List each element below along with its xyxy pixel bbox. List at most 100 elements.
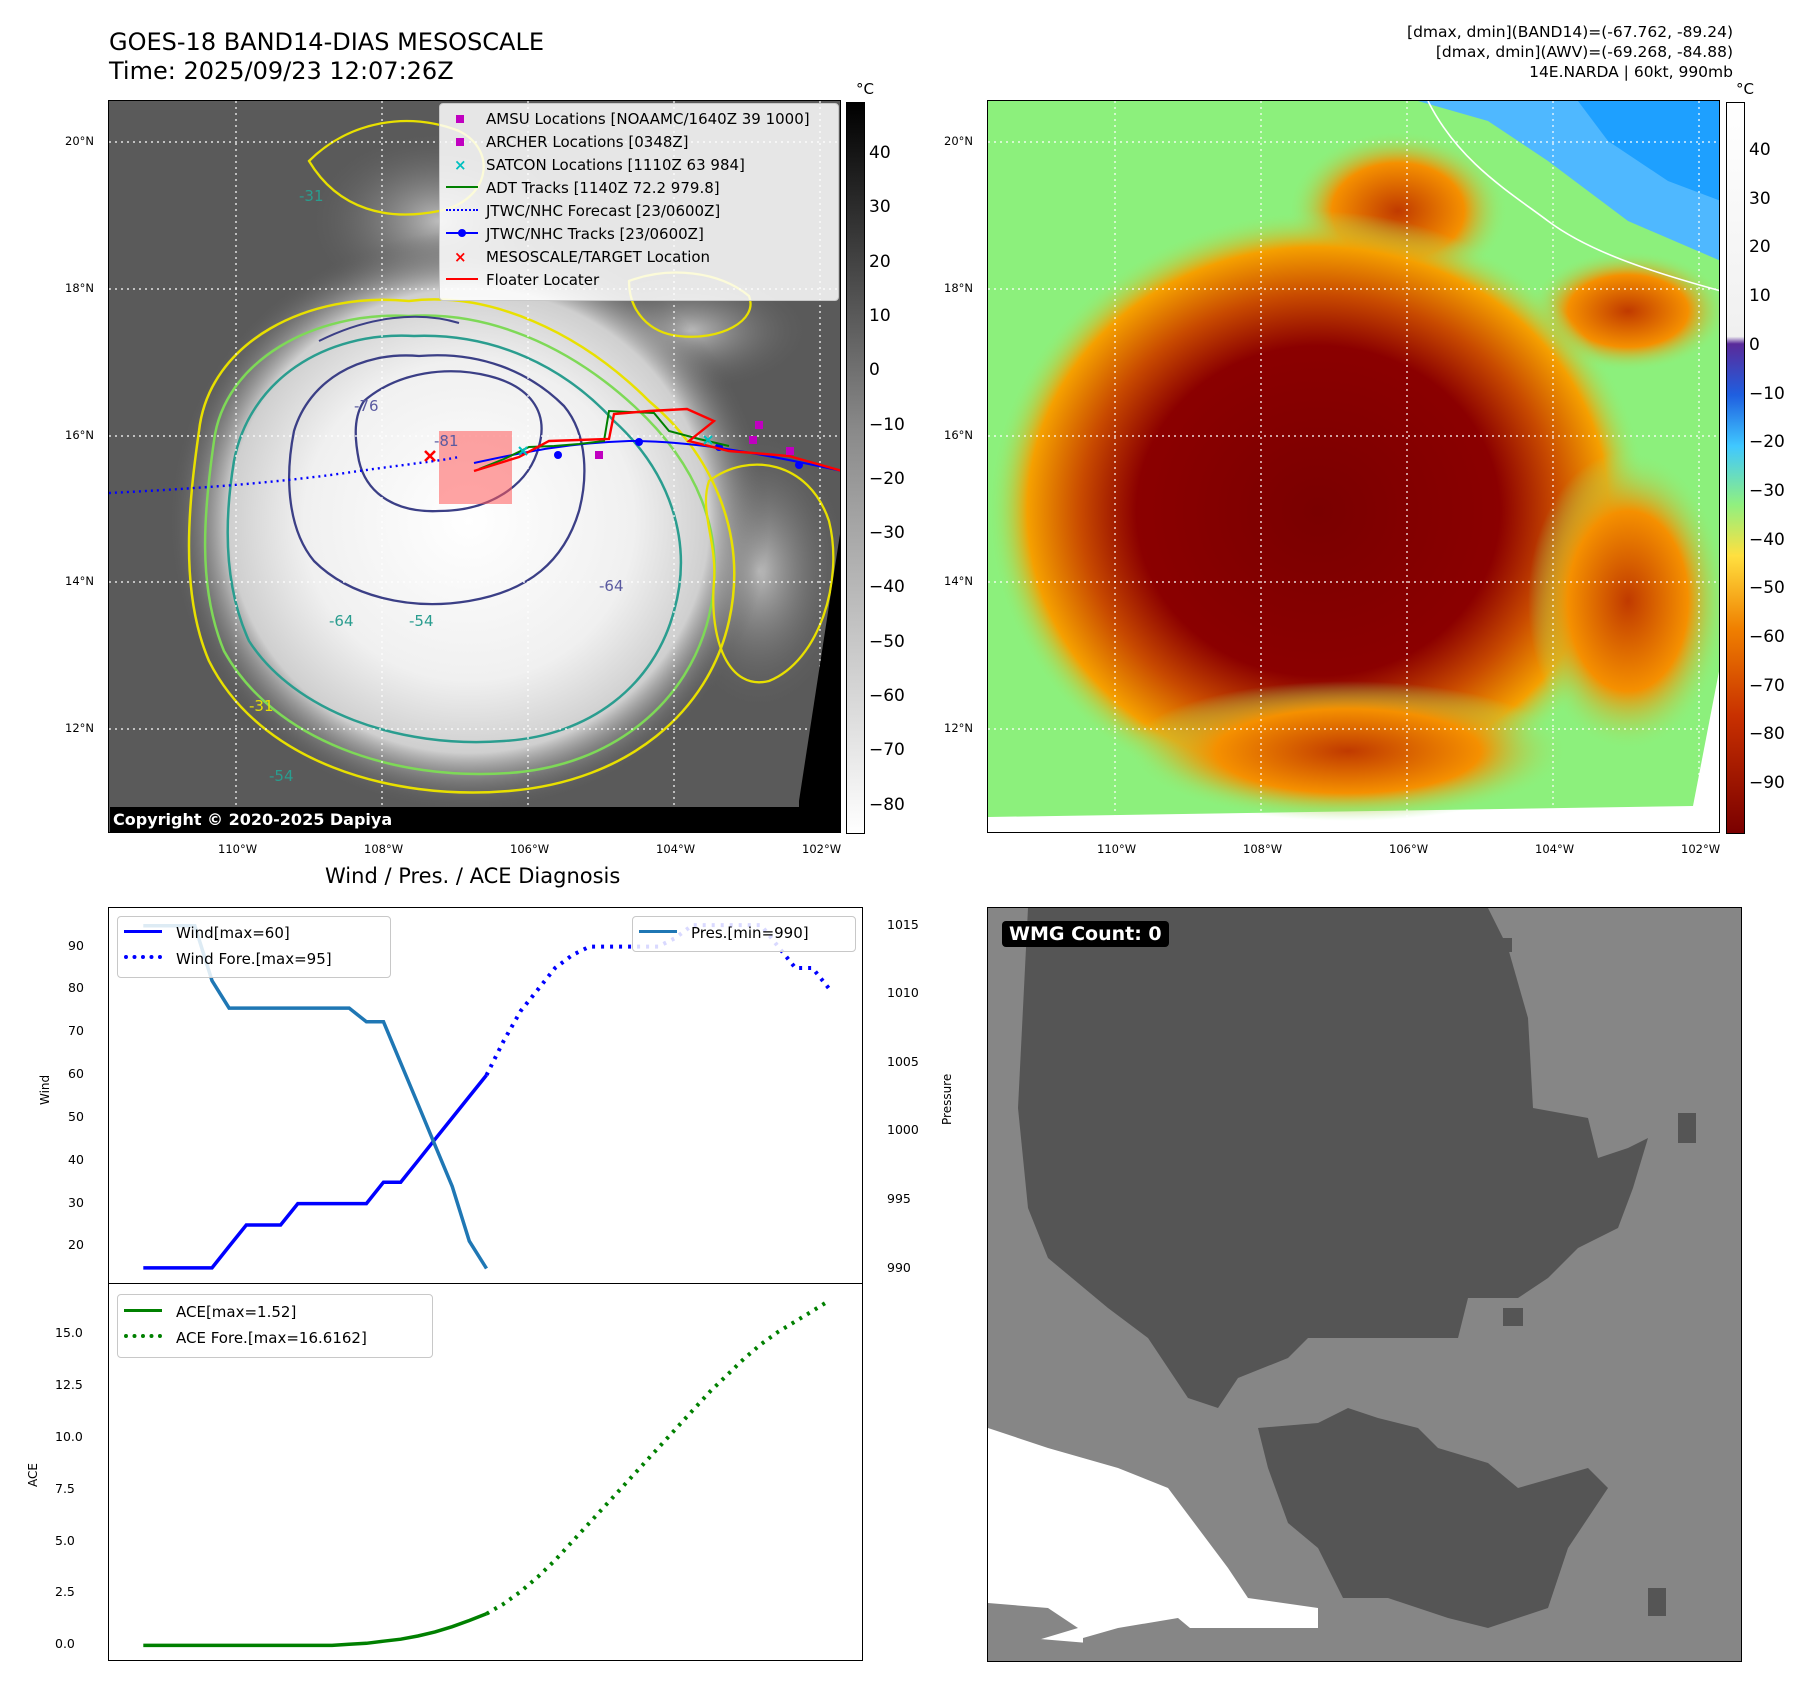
gray-colorbar-tick: −50: [869, 631, 905, 652]
info-band14-range: [dmax, dmin](BAND14)=(-67.762, -89.24): [1407, 23, 1733, 41]
color-colorbar-tick: −90: [1749, 773, 1785, 794]
chart-timestamp: Time: 2025/09/23 12:07:26Z: [109, 57, 454, 85]
longitude-label: 104°W: [1535, 842, 1575, 856]
ace-tick-label: 10.0: [55, 1428, 83, 1444]
ace-axis-title: ACE: [26, 1463, 40, 1487]
latitude-label: 18°N: [944, 281, 973, 295]
latitude-label: 20°N: [944, 134, 973, 148]
longitude-label: 110°W: [218, 842, 258, 856]
color-colorbar-tick: −30: [1749, 480, 1785, 501]
legend-item-archer: ARCHER Locations [0348Z]: [446, 133, 689, 151]
color-colorbar-tick: −40: [1749, 529, 1785, 550]
info-awv-range: [dmax, dmin](AWV)=(-69.268, -84.88): [1435, 43, 1733, 61]
series-line-ace-fore-: [485, 1298, 831, 1616]
color-colorbar-tick: −20: [1749, 432, 1785, 453]
gray-colorbar-tick: 10: [869, 305, 891, 326]
longitude-label: 104°W: [656, 842, 696, 856]
pressure-tick-label: 1000: [887, 1122, 919, 1138]
legend-item-amsu: AMSU Locations [NOAAMC/1640Z 39 1000]: [446, 110, 810, 128]
ace-tick-label: 7.5: [55, 1480, 75, 1496]
longitude-label: 108°W: [1243, 842, 1283, 856]
legend-item-floater: Floater Locater: [446, 271, 599, 289]
wmg-panel: WMG Count: 0: [987, 907, 1742, 1662]
contour-label: -76: [354, 397, 379, 415]
pressure-tick-label: 990: [887, 1259, 911, 1275]
color-colorbar-tick: −50: [1749, 578, 1785, 599]
legend-item-ace-fore: ACE Fore.[max=16.6162]: [124, 1329, 367, 1347]
ace-fore-dotted-icon: [124, 1334, 162, 1338]
color-colorbar: [1726, 102, 1745, 834]
wmg-graphic: [988, 908, 1696, 1653]
color-map-graphic: [988, 101, 1719, 832]
gray-colorbar-tick: −20: [869, 468, 905, 489]
ace-tick-label: 15.0: [55, 1324, 83, 1340]
amsu-marker-icon: [456, 115, 464, 123]
legend-item-satcon: × SATCON Locations [1110Z 63 984]: [454, 156, 745, 174]
contour-label: -31: [299, 187, 324, 205]
gray-colorbar-tick: −80: [869, 794, 905, 815]
legend-item-pressure: Pres.[min=990]: [639, 924, 809, 942]
color-colorbar-tick: 40: [1749, 140, 1771, 160]
pressure-legend: Pres.[min=990]: [632, 916, 856, 952]
forecast-dotted-icon: [446, 209, 478, 211]
pressure-tick-label: 1005: [887, 1053, 919, 1069]
gray-colorbar: [846, 102, 865, 834]
color-colorbar-tick: 0: [1749, 334, 1760, 355]
wind-legend: Wind[max=60] Wind Fore.[max=95]: [117, 916, 391, 978]
ace-tick-label: 5.0: [55, 1532, 75, 1548]
gray-colorbar-tick: 0: [869, 360, 880, 381]
wind-pressure-chart: Wind[max=60] Wind Fore.[max=95] Pres.[mi…: [108, 907, 863, 1284]
ir-color-map: [987, 100, 1720, 833]
series-line-wind: [143, 1074, 488, 1270]
legend-item-mesoscale: × MESOSCALE/TARGET Location: [454, 248, 711, 266]
wind-tick-label: 70: [68, 1023, 84, 1039]
ace-line-icon: [124, 1309, 162, 1312]
map-legend: AMSU Locations [NOAAMC/1640Z 39 1000] AR…: [439, 103, 839, 301]
color-colorbar-tick: 20: [1749, 237, 1771, 258]
floater-line-icon: [446, 278, 478, 280]
contour-label: -31: [249, 697, 274, 715]
contour-label: -81: [434, 432, 459, 450]
legend-item-wind-fore: Wind Fore.[max=95]: [124, 950, 332, 968]
wind-tick-label: 60: [68, 1066, 84, 1082]
info-storm-summary: 14E.NARDA | 60kt, 990mb: [1529, 63, 1733, 81]
color-colorbar-tick: −10: [1749, 383, 1785, 404]
color-colorbar-tick: 30: [1749, 188, 1771, 209]
ir-grayscale-map: -76 -81 -64 -64 -54 -31 -31 -54 AMSU Loc…: [108, 100, 841, 833]
latitude-label: 14°N: [65, 574, 94, 588]
latitude-label: 12°N: [65, 721, 94, 735]
gray-colorbar-tick: 30: [869, 197, 891, 218]
pressure-line-icon: [639, 930, 677, 933]
wind-tick-label: 40: [68, 1151, 84, 1167]
mesoscale-x-icon: ×: [454, 248, 467, 266]
latitude-label: 16°N: [944, 428, 973, 442]
latitude-label: 14°N: [944, 574, 973, 588]
wind-tick-label: 20: [68, 1237, 84, 1253]
longitude-label: 106°W: [510, 842, 550, 856]
ace-tick-label: 12.5: [55, 1376, 83, 1392]
contour-label: -64: [329, 612, 354, 630]
color-colorbar-tick: −80: [1749, 724, 1785, 745]
longitude-label: 102°W: [802, 842, 842, 856]
color-colorbar-tick: 10: [1749, 286, 1771, 307]
longitude-label: 110°W: [1097, 842, 1137, 856]
legend-item-adt: ADT Tracks [1140Z 72.2 979.8]: [446, 179, 720, 197]
archer-marker-icon: [456, 138, 464, 146]
gray-colorbar-tick: −60: [869, 686, 905, 706]
wind-tick-label: 30: [68, 1194, 84, 1210]
contour-label: -54: [409, 612, 434, 630]
wind-line-icon: [124, 930, 162, 933]
color-colorbar-unit: °C: [1736, 80, 1754, 98]
gray-colorbar-tick: −70: [869, 740, 905, 761]
legend-item-wind: Wind[max=60]: [124, 924, 290, 942]
ace-plot: [143, 1298, 831, 1648]
adt-line-icon: [446, 186, 478, 188]
longitude-label: 108°W: [364, 842, 404, 856]
wind-fore-dotted-icon: [124, 955, 162, 959]
ace-tick-label: 0.0: [55, 1636, 75, 1652]
series-line-ace: [143, 1612, 488, 1648]
wind-tick-label: 80: [68, 980, 84, 996]
tracks-line-icon: [446, 229, 478, 237]
series-line-wind-fore-: [484, 923, 832, 1076]
chart-title: GOES-18 BAND14-DIAS MESOSCALE: [109, 28, 545, 56]
